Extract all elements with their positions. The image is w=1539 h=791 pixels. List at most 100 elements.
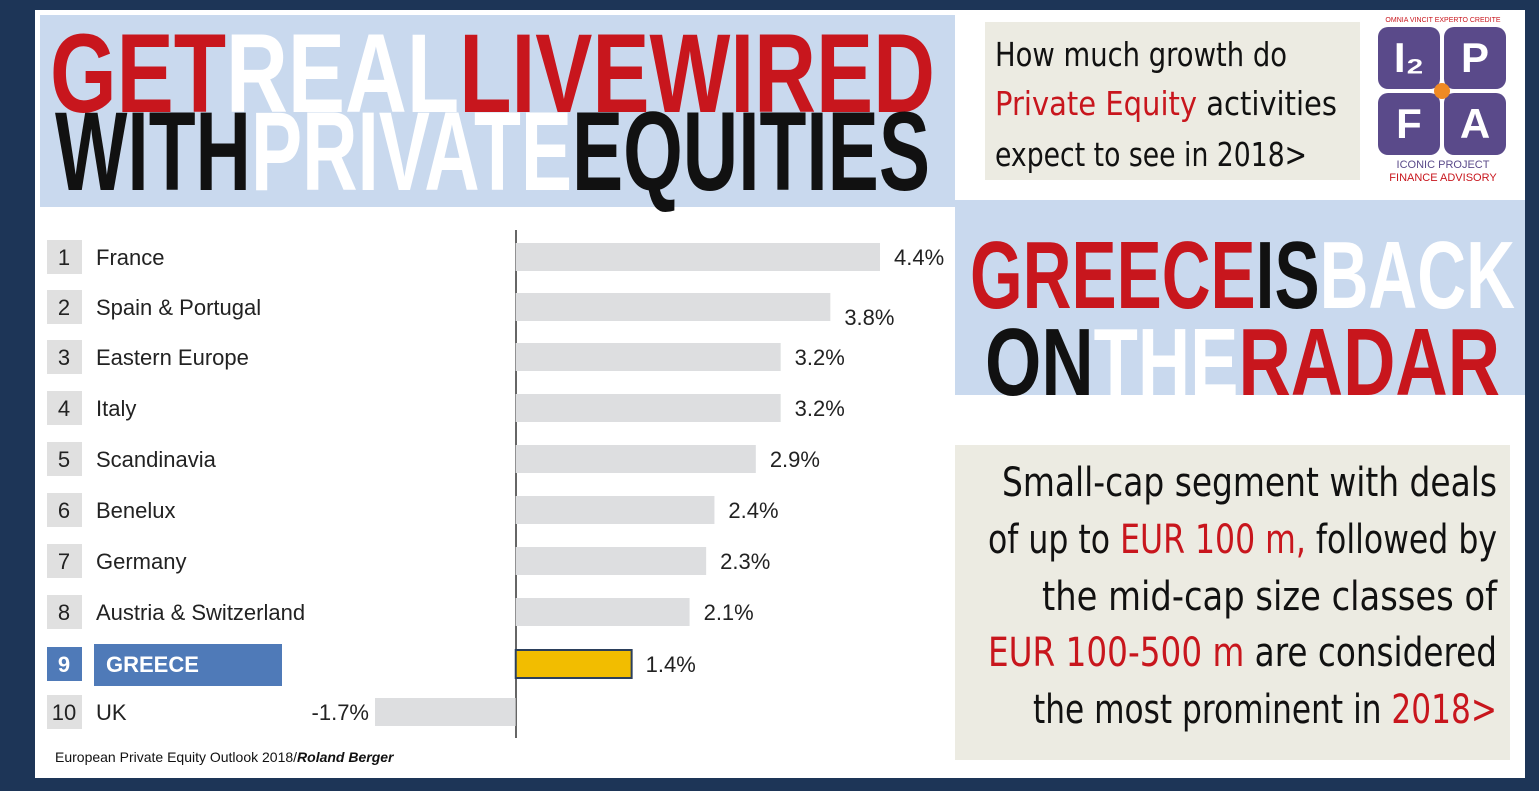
paragraph-line: EUR 100-500 m are considered [988,630,1497,676]
logo-dot [1434,83,1450,99]
subheadline-line: GREECEISBACK [970,222,1515,329]
headline-run: WITH [55,89,251,214]
value-label: 2.9% [770,447,820,472]
rank-label: 6 [58,498,70,523]
category-label: Eastern Europe [96,345,249,370]
bar [514,649,633,679]
rank-label: 5 [58,447,70,472]
bar [515,445,756,473]
value-label: 2.1% [704,600,754,625]
paragraph-run: 2018> [1391,687,1497,733]
logo-letter: A [1460,100,1490,147]
rank-box [47,240,82,274]
value-label: -1.7% [312,700,369,725]
paragraph-run: Small-cap segment with deals [1002,460,1497,506]
rank-box [47,340,82,374]
rank-box [47,391,82,425]
subheadline-line: ONTHERADAR [985,309,1500,416]
bar [515,394,781,422]
logo-letter: I₂ [1394,34,1424,81]
rank-label: 1 [58,245,70,270]
paragraph-run: the mid-cap size classes of [1042,574,1498,620]
paragraph-run: are considered [1244,630,1497,676]
value-label: 3.2% [795,345,845,370]
rank-box [47,695,82,729]
subheadline-run: GREECE [970,222,1256,329]
rank-label: 3 [58,345,70,370]
logo-name: ICONIC PROJECT [1397,159,1490,171]
rank-label: 7 [58,549,70,574]
bar [515,598,690,626]
source-text: European Private Equity Outlook 2018/ [55,749,297,765]
value-label: 2.3% [720,549,770,574]
value-label: 3.8% [844,305,894,330]
question-box [985,22,1360,180]
category-label: Austria & Switzerland [96,600,305,625]
paragraph-line: of up to EUR 100 m, followed by [988,517,1497,563]
rank-label: 9 [58,652,70,677]
category-label: France [96,245,164,270]
logo-name: FINANCE ADVISORY [1389,172,1497,184]
paragraph-run: the most prominent in [1033,687,1391,733]
rank-box [47,493,82,527]
rank-label: 4 [58,396,70,421]
logo-tile [1378,93,1440,155]
source-author: Roland Berger [297,749,395,765]
question-run: activities [1197,84,1337,123]
category-label: Germany [96,549,186,574]
subheadline-run: IS [1256,222,1320,329]
question-run: expect to see in 2018> [995,135,1307,174]
source: European Private Equity Outlook 2018/Rol… [55,749,395,765]
subheadline-run: THE [1094,309,1239,416]
paragraph-run: EUR 100-500 m [988,630,1244,676]
rank-box [47,595,82,629]
subheadline-run: RADAR [1238,309,1500,416]
rank-box [47,544,82,578]
value-label: 3.2% [795,396,845,421]
logo-letter: P [1461,34,1489,81]
category-label: UK [96,700,127,725]
question-line: expect to see in 2018> [995,135,1307,174]
category-label: Italy [96,396,136,421]
question-run: Private Equity [995,84,1197,123]
paragraph-run: EUR 100 m, [1120,517,1306,563]
headline-run: REAL [226,11,459,136]
bar [515,343,781,371]
headline-line: WITHPRIVATEEQUITIES [55,89,930,214]
logo-tile [1444,93,1506,155]
category-highlight [94,644,282,686]
bar [515,243,880,271]
paragraph-line: the mid-cap size classes of [1042,574,1498,620]
logo-letter: F [1396,100,1422,147]
rank-box [47,647,82,681]
logo-tile [1444,27,1506,89]
rank-label: 10 [52,700,76,725]
rank-label: 2 [58,295,70,320]
category-label: Scandinavia [96,447,217,472]
value-label: 2.4% [728,498,778,523]
subheadline-box [955,200,1525,395]
rank-box [47,290,82,324]
headline-box [40,15,955,207]
bar [515,547,707,575]
headline-line: GETREALLIVEWIRED [50,11,935,136]
headline-run: GET [50,11,226,136]
paragraph-line: the most prominent in 2018> [1033,687,1497,733]
headline-run: EQUITIES [572,89,930,214]
category-label: GREECE [106,652,199,677]
rank-box [47,442,82,476]
logo-motto: OMNIA VINCIT EXPERTO CREDITE [1385,17,1500,24]
value-label: 1.4% [646,652,696,677]
rank-label: 8 [58,600,70,625]
question-line: How much growth do [995,35,1287,74]
paragraph-box [955,445,1510,760]
category-label: Benelux [96,498,176,523]
question-run: How much growth do [995,35,1287,74]
subheadline-run: ON [985,309,1094,416]
logo: OMNIA VINCIT EXPERTO CREDITE I₂ P F A IC… [1378,17,1506,184]
paragraph-run: of up to [988,517,1120,563]
paragraph-run: followed by [1306,517,1497,563]
question-line: Private Equity activities [995,84,1337,123]
subheadline-run: BACK [1320,222,1515,329]
